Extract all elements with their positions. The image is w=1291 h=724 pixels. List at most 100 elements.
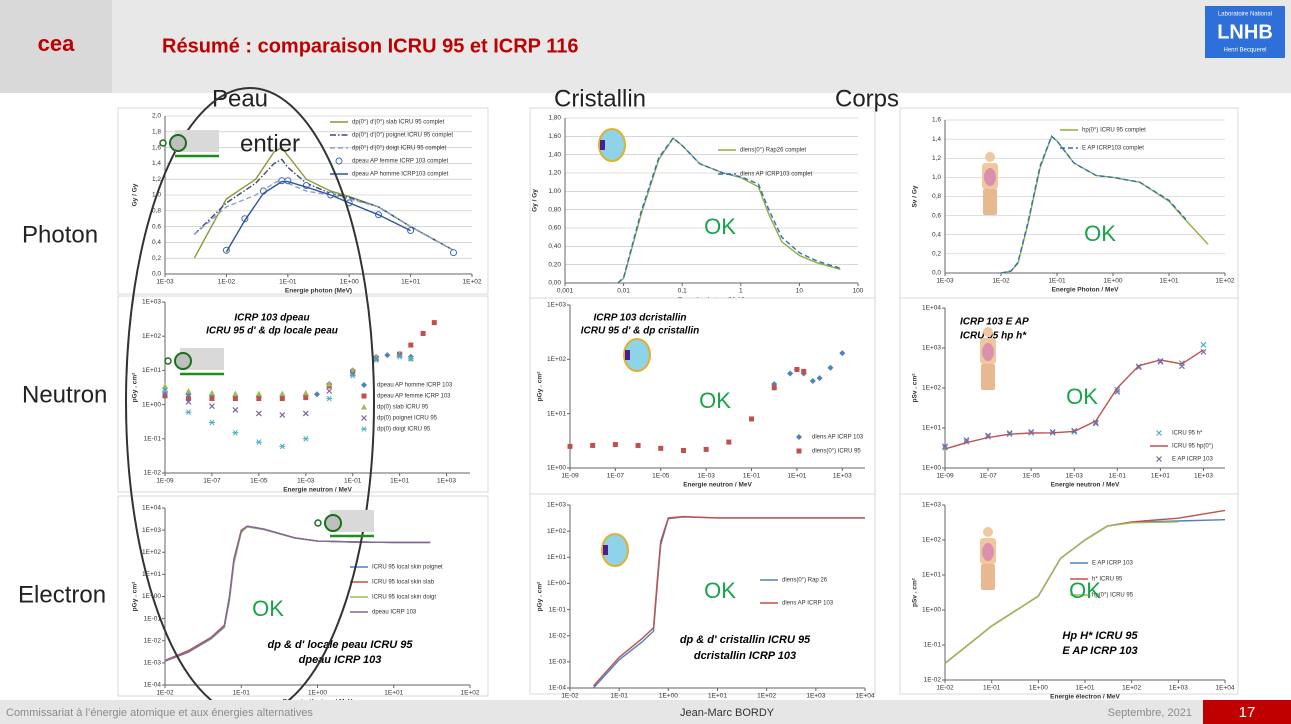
x-tick-label: 1E-09 xyxy=(561,473,579,480)
annotation: dpeau ICRP 103 xyxy=(299,654,382,666)
icon-circle xyxy=(160,140,166,146)
x-axis-title: Energie photon (MeV) xyxy=(285,288,352,295)
y-tick-label: 1E+03 xyxy=(547,502,566,509)
x-tick-label: 1E+03 xyxy=(1194,473,1213,480)
y-tick-label: 1,6 xyxy=(152,144,161,151)
logo-lnhb-top: Laboratoire National xyxy=(1218,12,1272,18)
y-axis-title: pGy . cm² xyxy=(132,372,139,402)
y-tick-label: 1E+03 xyxy=(547,302,566,309)
annotation: dp & d' cristallin ICRU 95 xyxy=(680,634,811,646)
x-tick-label: 1E+00 xyxy=(308,690,327,697)
y-tick-label: 1E+03 xyxy=(922,345,941,352)
footer-right: Septembre, 2021 xyxy=(1108,707,1192,719)
column-label: Corps xyxy=(835,85,899,112)
legend-label: dpeau AP femme ICRP 103 xyxy=(377,394,451,400)
y-tick-label: 1E-03 xyxy=(549,659,567,666)
chart-panel xyxy=(900,108,1238,303)
y-tick-label: 1,40 xyxy=(548,151,561,158)
x-tick-label: 1E+00 xyxy=(1029,685,1048,692)
x-tick-label: 1E-03 xyxy=(156,279,174,286)
x-tick-label: 1E+01 xyxy=(708,693,727,700)
x-tick-label: 1E+02 xyxy=(463,279,482,286)
point xyxy=(613,442,618,447)
x-tick-label: 1E-01 xyxy=(743,473,761,480)
row-label: Neutron xyxy=(22,381,107,408)
x-tick-label: 0,001 xyxy=(557,288,574,295)
x-axis-title: Energie neutron / MeV xyxy=(1051,482,1120,489)
x-tick-label: 1E+01 xyxy=(1151,473,1170,480)
body-legs xyxy=(981,564,995,590)
body-organs xyxy=(984,168,996,186)
row-label: Electron xyxy=(18,581,106,608)
footer-center: Jean-Marc BORDY xyxy=(680,707,775,719)
y-tick-label: 1,20 xyxy=(548,170,561,177)
x-tick-label: 1E+02 xyxy=(1216,278,1235,285)
x-tick-label: 1 xyxy=(739,288,743,295)
x-tick-label: 1E-02 xyxy=(561,693,579,700)
annotation: Hp H* ICRU 95 xyxy=(1062,630,1138,642)
x-tick-label: 1E-01 xyxy=(233,690,251,697)
legend-label: dlens(0°) ICRU 95 xyxy=(812,449,861,455)
y-tick-label: 1E+02 xyxy=(922,385,941,392)
logo-lnhb: LNHB xyxy=(1217,21,1273,43)
column-label: Cristallin xyxy=(554,85,646,112)
y-tick-label: 0,0 xyxy=(932,270,941,277)
panels: 0,00,20,40,60,81,01,21,41,61,82,01E-031E… xyxy=(118,108,1238,709)
chart: 0,00,20,40,60,81,01,21,41,61E-031E-021E-… xyxy=(900,108,1238,303)
y-tick-label: 0,80 xyxy=(548,206,561,213)
y-tick-label: 1E+02 xyxy=(922,537,941,544)
x-axis-title: Energie électron / MeV xyxy=(1050,694,1120,701)
body-head xyxy=(985,152,995,162)
x-tick-label: 1E+01 xyxy=(1076,685,1095,692)
legend-label: dp(0°) d'(0°) slab ICRU 95 complet xyxy=(352,120,445,126)
annotation: ICRU 95 d' & dp cristallin xyxy=(581,326,700,337)
y-axis-title: pGy . cm² xyxy=(537,371,544,401)
y-tick-label: 1E+02 xyxy=(142,549,161,556)
point xyxy=(794,367,799,372)
slide-title: Résumé : comparaison ICRU 95 et ICRP 116 xyxy=(162,35,578,57)
y-tick-label: 1E+01 xyxy=(922,572,941,579)
legend-label: dp(0) poignet ICRU 95 xyxy=(377,416,438,422)
x-tick-label: 1E-05 xyxy=(250,478,268,485)
y-tick-label: 1E+00 xyxy=(922,607,941,614)
x-tick-label: 1E-07 xyxy=(979,473,997,480)
eye-lens xyxy=(600,140,605,150)
x-tick-label: 1E+00 xyxy=(1104,278,1123,285)
footer-left: Commissariat à l’énergie atomique et aux… xyxy=(6,707,313,719)
y-tick-label: 1,80 xyxy=(548,115,561,122)
y-tick-label: 1E+00 xyxy=(547,580,566,587)
legend-label: E AP ICRP 103 xyxy=(1172,457,1213,463)
y-tick-label: 1E-02 xyxy=(924,677,942,684)
y-tick-label: 0,8 xyxy=(152,208,161,215)
annotation: OK xyxy=(699,388,731,413)
legend-label: dlens AP ICRP103 complet xyxy=(740,172,813,178)
column-label: entier xyxy=(240,130,300,157)
y-tick-label: 1E-01 xyxy=(144,436,162,443)
x-tick-label: 10 xyxy=(796,288,804,295)
y-axis-title: pGy . cm² xyxy=(132,581,139,611)
x-tick-label: 1E+03 xyxy=(806,693,825,700)
chart: 1E-041E-031E-021E-011E+001E+011E+021E+03… xyxy=(530,494,875,709)
legend-label: ICRU 95 local skin poignet xyxy=(372,565,443,571)
x-tick-label: 1E+04 xyxy=(1216,685,1235,692)
y-tick-label: 1E-02 xyxy=(549,632,567,639)
y-tick-label: 1E+02 xyxy=(142,333,161,340)
y-tick-label: 1E-01 xyxy=(549,606,567,613)
annotation: OK xyxy=(704,214,736,239)
annotation: ICRP 103 dcristallin xyxy=(594,313,687,324)
legend-label: dp(0°) d'(0°) poignet ICRU 95 complet xyxy=(352,133,453,139)
y-tick-label: 1E-04 xyxy=(549,685,567,692)
point xyxy=(233,396,238,401)
y-tick-label: 0,40 xyxy=(548,243,561,250)
chart: 1E-021E-011E+001E+011E+021E+031E-091E-07… xyxy=(118,296,488,494)
body-organs xyxy=(982,543,994,561)
x-tick-label: 1E+04 xyxy=(856,693,875,700)
body-head xyxy=(983,527,993,537)
x-tick-label: 1E-03 xyxy=(1066,473,1084,480)
annotation: ICRU 95 d' & dp locale peau xyxy=(206,326,338,337)
legend-label: E AP ICRP103 complet xyxy=(1082,146,1144,152)
y-axis-title: Gy / Gy xyxy=(532,189,539,212)
x-tick-label: 1E-09 xyxy=(156,478,174,485)
